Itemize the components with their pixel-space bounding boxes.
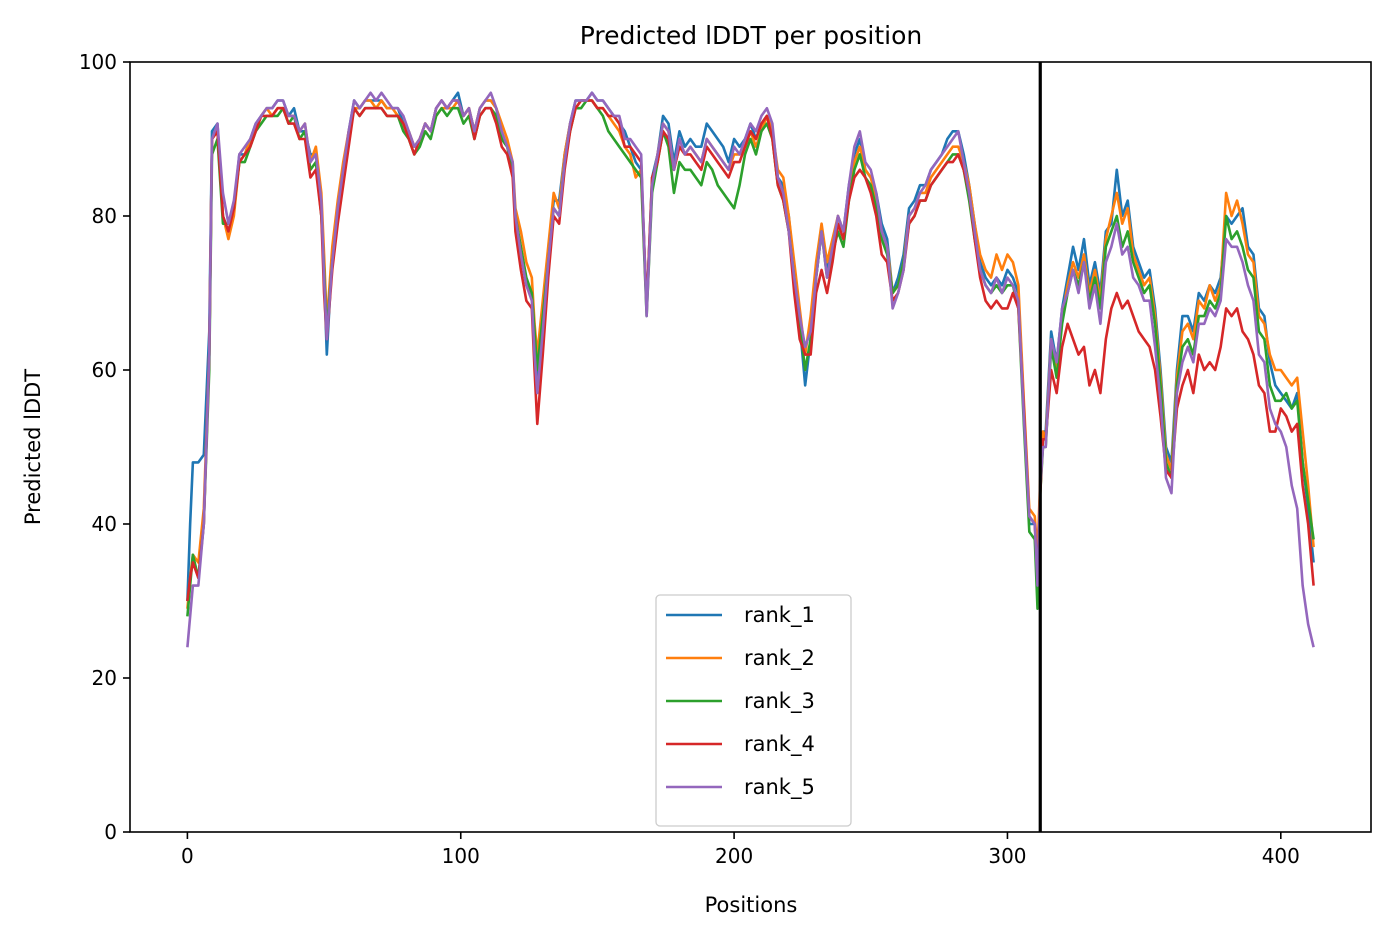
y-tick-label: 20 (92, 666, 117, 690)
y-axis-ticks: 0 20 40 60 80 100 (79, 50, 130, 844)
x-tick-label: 0 (181, 844, 194, 868)
plot-frame (129, 61, 1372, 833)
x-tick-label: 400 (1262, 844, 1300, 868)
y-tick-label: 80 (92, 204, 117, 228)
y-tick-label: 100 (79, 50, 117, 74)
legend-label-rank-4: rank_4 (744, 732, 815, 757)
y-axis-title: Predicted lDDT (21, 369, 45, 525)
chart-title: Predicted lDDT per position (580, 21, 922, 50)
legend-label-rank-1: rank_1 (744, 603, 815, 628)
x-axis-ticks: 0 100 200 300 400 (181, 832, 1300, 868)
legend-box (655, 594, 852, 827)
y-tick-label: 0 (104, 820, 117, 844)
x-tick-label: 200 (715, 844, 753, 868)
plot-lines (186, 91, 1315, 648)
series-line-rank-5 (186, 91, 1315, 648)
legend-label-rank-3: rank_3 (744, 689, 815, 714)
legend-label-rank-5: rank_5 (744, 775, 815, 800)
x-axis-title: Positions (705, 893, 798, 917)
series-line-rank-4 (186, 99, 1315, 602)
y-tick-label: 40 (92, 512, 117, 536)
x-tick-label: 300 (988, 844, 1026, 868)
legend-label-rank-2: rank_2 (744, 646, 815, 671)
x-tick-label: 100 (442, 844, 480, 868)
legend: rank_1 rank_2 rank_3 rank_4 rank_5 (655, 594, 852, 827)
y-tick-label: 60 (92, 358, 117, 382)
